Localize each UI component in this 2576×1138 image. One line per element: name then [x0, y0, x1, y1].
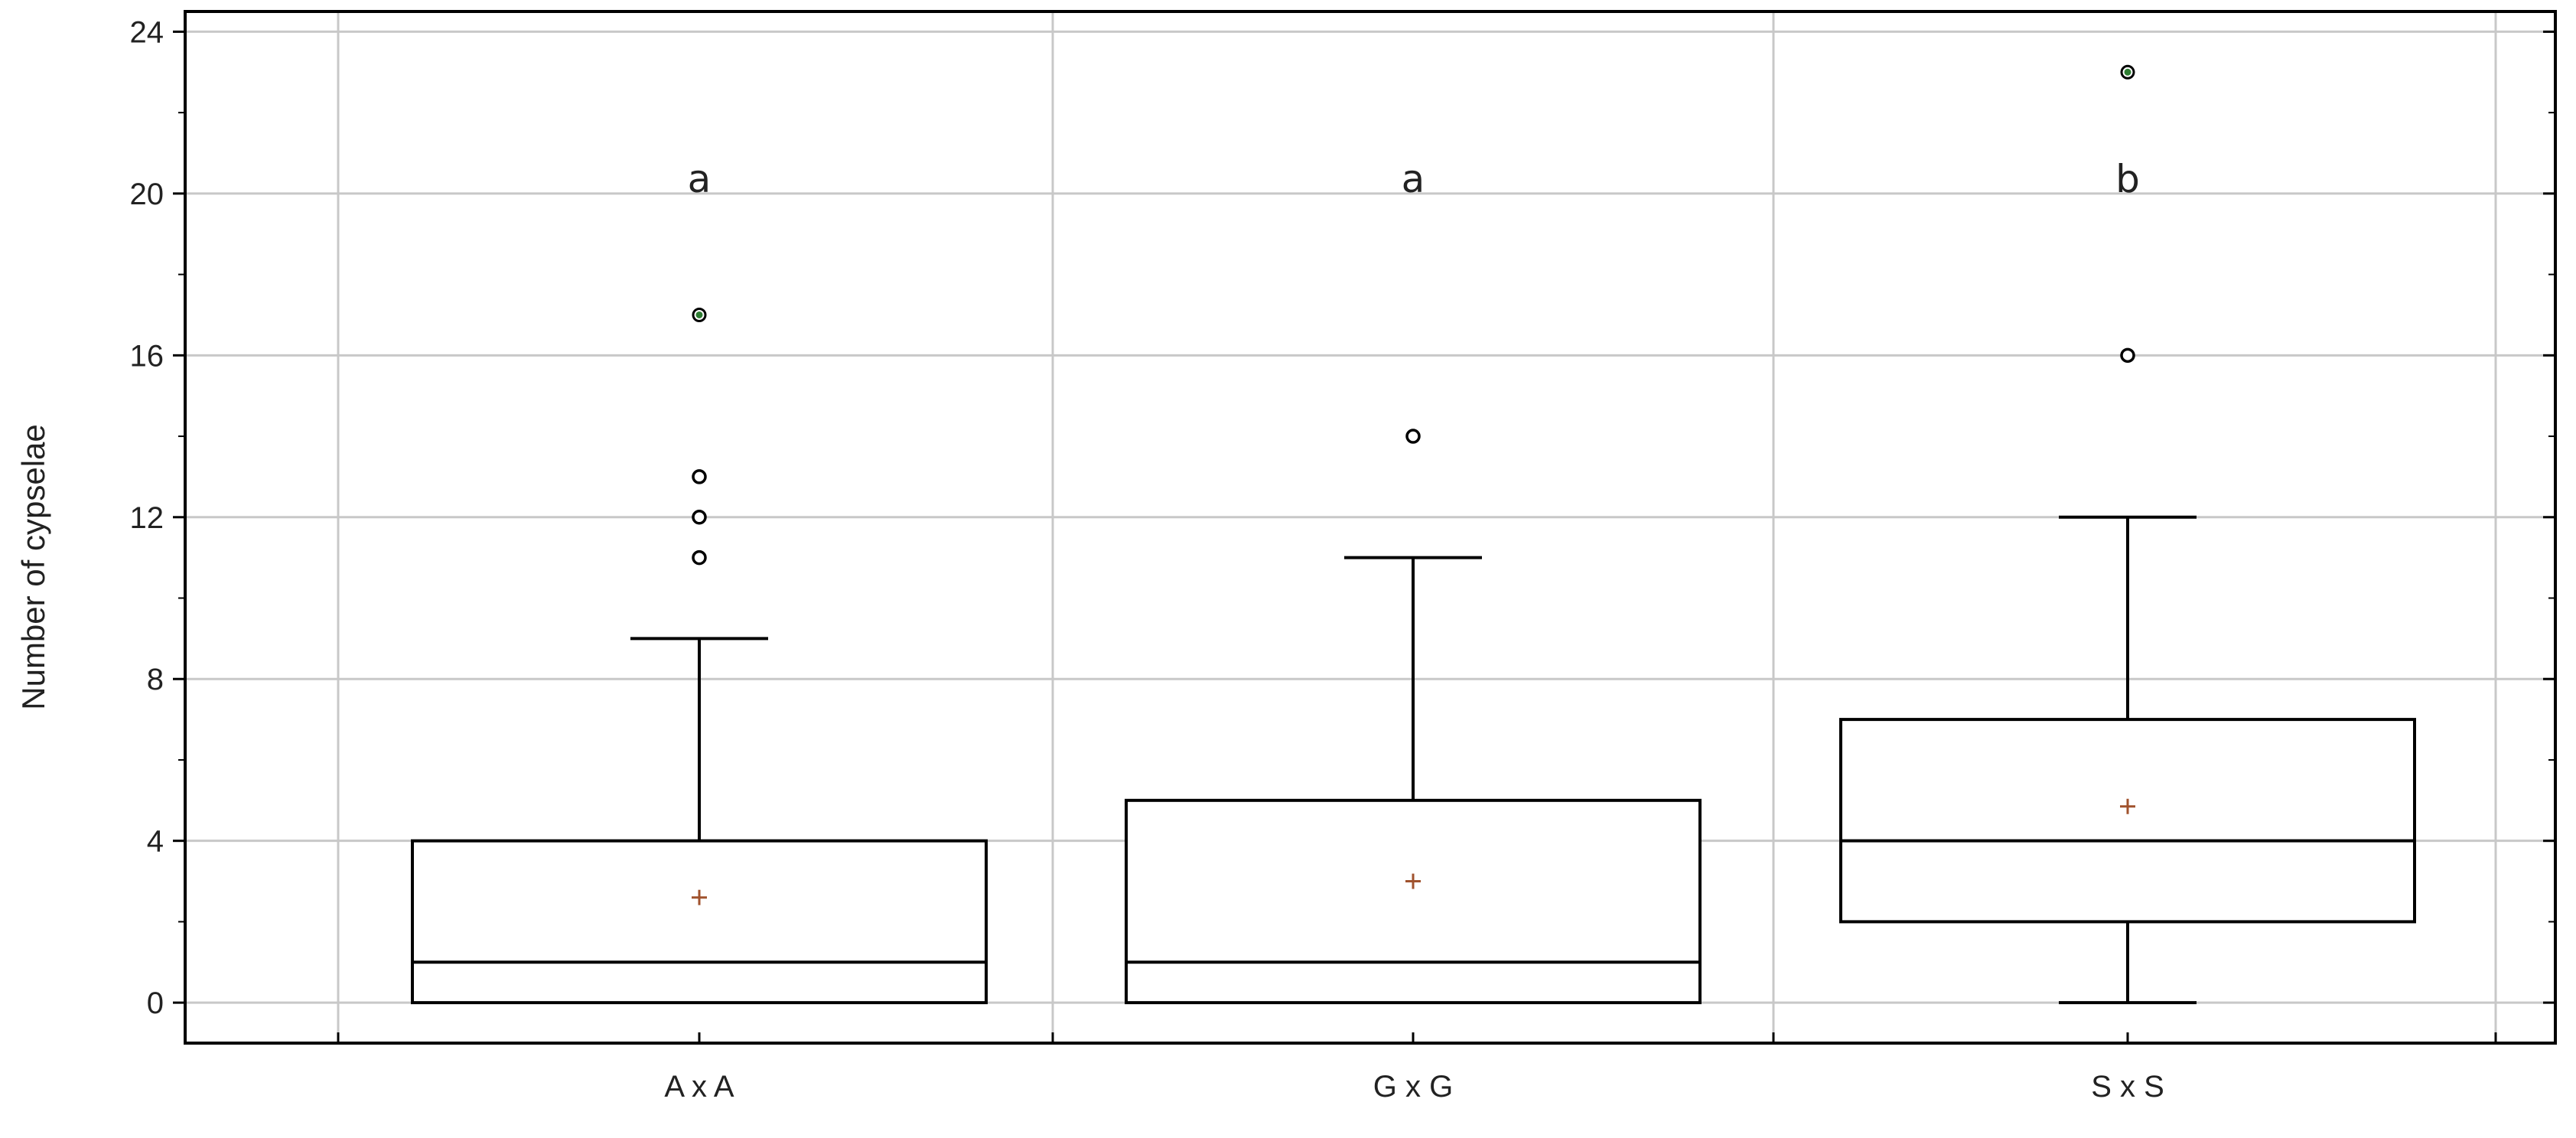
x-tick-label: A x A	[664, 1070, 734, 1104]
y-tick-label: 20	[130, 178, 164, 211]
outlier-point	[692, 549, 707, 566]
outlier-point	[1405, 429, 1421, 444]
x-tick-label: G x G	[1373, 1070, 1453, 1104]
y-tick-label: 4	[147, 825, 164, 859]
x-tick-label: S x S	[2091, 1070, 2164, 1104]
outlier-point	[692, 469, 707, 484]
y-tick-label: 0	[147, 986, 164, 1020]
outlier-point	[2120, 347, 2135, 364]
y-tick-label: 16	[130, 339, 164, 373]
far-outlier-dot	[695, 311, 703, 318]
y-tick-label: 12	[130, 501, 164, 535]
y-tick-label: 8	[147, 663, 164, 696]
iqr-box	[1839, 718, 2416, 924]
plot-frame	[184, 10, 2557, 1045]
box-group: a	[1125, 157, 1702, 1005]
iqr-box	[1125, 798, 1702, 1005]
significance-letter: a	[1402, 157, 1425, 201]
iqr-box	[411, 839, 988, 1005]
y-tick-label: 24	[130, 15, 164, 49]
outlier-point	[692, 510, 707, 525]
significance-letter: a	[688, 157, 712, 201]
y-axis-title: Number of cypselae	[15, 424, 51, 710]
box-group: a	[411, 157, 988, 1005]
far-outlier-dot	[2124, 68, 2131, 76]
box-group: b	[1839, 64, 2416, 1005]
significance-letter: b	[2115, 157, 2140, 201]
axis-layer: 0 4 8 12 16 20 24 A x A G x G S x S	[130, 10, 2557, 1104]
